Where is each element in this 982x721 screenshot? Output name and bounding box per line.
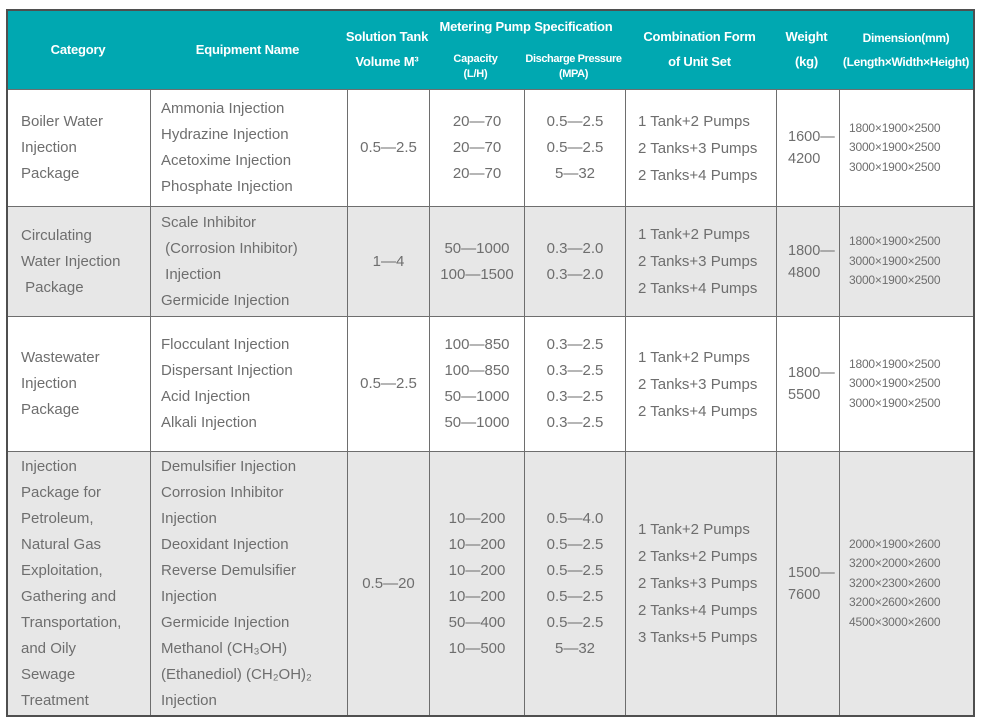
header-capacity: Capacity (L/H) [429,45,522,89]
row-2-combination-cell: 1 Tank+2 Pumps 2 Tanks+3 Pumps 2 Tanks+4… [626,207,776,316]
row-4-combination-cell: 1 Tank+2 Pumps 2 Tanks+2 Pumps 2 Tanks+3… [626,452,776,715]
row-4-weight-cell: 1500— 7600 [777,452,839,715]
header-combination-form: Combination Form of Unit Set [625,11,774,89]
row-4-capacity-cell: 10—200 10—200 10—200 10—200 50—400 10—50… [430,452,524,715]
row-1-capacity-cell: 20—70 20—70 20—70 [430,90,524,206]
row-1-combination-cell: 1 Tank+2 Pumps 2 Tanks+3 Pumps 2 Tanks+4… [626,90,776,206]
row-1-equipment-cell: Ammonia Injection Hydrazine Injection Ac… [151,90,347,206]
row-3-combination-cell: 1 Tank+2 Pumps 2 Tanks+3 Pumps 2 Tanks+4… [626,317,776,451]
row-2-tank-volume-cell: 1—4 [348,207,429,316]
header-dimension: Dimension(mm) (Length×Width×Height) [839,11,973,89]
row-2-equipment-cell: Scale Inhibitor (Corrosion Inhibitor) In… [151,207,347,316]
spec-table: Category Equipment Name Solution Tank Vo… [6,9,975,717]
row-3-discharge-cell: 0.3—2.5 0.3—2.5 0.3—2.5 0.3—2.5 [525,317,625,451]
row-3-weight-cell: 1800— 5500 [777,317,839,451]
row-3-tank-volume-cell: 0.5—2.5 [348,317,429,451]
row-2-category-cell: Circulating Water Injection Package [8,207,150,316]
row-1-category-cell: Boiler Water Injection Package [8,90,150,206]
header-weight: Weight (kg) [776,11,837,89]
row-1-weight-cell: 1600— 4200 [777,90,839,206]
row-3-capacity-cell: 100—850 100—850 50—1000 50—1000 [430,317,524,451]
header-category: Category [8,11,148,89]
row-2-discharge-cell: 0.3—2.0 0.3—2.0 [525,207,625,316]
row-1-discharge-cell: 0.5—2.5 0.5—2.5 5—32 [525,90,625,206]
row-4-equipment-cell: Demulsifier Injection Corrosion Inhibito… [151,452,347,715]
row-3-dimension-cell: 1800×1900×2500 3000×1900×2500 3000×1900×… [840,317,973,451]
header-metering-pump-spec: Metering Pump Specification [429,11,623,43]
row-2-weight-cell: 1800— 4800 [777,207,839,316]
row-3-category-cell: Wastewater Injection Package [8,317,150,451]
row-1-tank-volume-cell: 0.5—2.5 [348,90,429,206]
row-4-category-cell: Injection Package for Petroleum, Natural… [8,452,150,715]
table-header: Category Equipment Name Solution Tank Vo… [8,11,973,89]
header-solution-tank-volume: Solution Tank Volume M³ [346,11,428,89]
row-4-tank-volume-cell: 0.5—20 [348,452,429,715]
row-2-capacity-cell: 50—1000 100—1500 [430,207,524,316]
row-3-equipment-cell: Flocculant Injection Dispersant Injectio… [151,317,347,451]
spec-table-grid: Category Equipment Name Solution Tank Vo… [8,11,973,715]
row-2-dimension-cell: 1800×1900×2500 3000×1900×2500 3000×1900×… [840,207,973,316]
row-4-discharge-cell: 0.5—4.0 0.5—2.5 0.5—2.5 0.5—2.5 0.5—2.5 … [525,452,625,715]
row-1-dimension-cell: 1800×1900×2500 3000×1900×2500 3000×1900×… [840,90,973,206]
header-equipment-name: Equipment Name [150,11,345,89]
header-discharge-pressure: Discharge Pressure (MPA) [524,45,623,89]
row-4-dimension-cell: 2000×1900×2600 3200×2000×2600 3200×2300×… [840,452,973,715]
